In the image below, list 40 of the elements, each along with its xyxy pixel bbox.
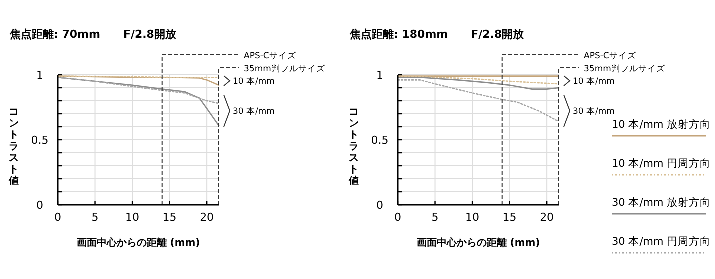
x-tick-label: 0: [394, 211, 402, 224]
x-tick-label: 20: [540, 211, 554, 224]
text: 10 本/mm 放射方向: [612, 118, 712, 131]
text: 30 本/mm 放射方向: [612, 196, 712, 209]
y-axis-title: コントラスト値: [8, 107, 19, 187]
ref-line-label: 35mm判フルサイズ: [584, 64, 666, 74]
text: 10 本/mm: [573, 76, 615, 87]
x-axis-title: 画面中心からの距離 (mm): [76, 237, 200, 249]
x-tick-label: 10: [466, 211, 480, 224]
line-series: [57, 76, 220, 86]
chart-title: 焦点距離: 180mm F/2.8開放: [349, 28, 526, 41]
x-tick-label: 20: [200, 211, 214, 224]
ref-line-label: APS-Cサイズ: [244, 50, 298, 62]
line-series: [57, 76, 220, 104]
x-tick-label: 15: [162, 211, 177, 224]
text: 30 本/mm: [233, 106, 275, 117]
y-tick-label: 0: [376, 198, 384, 212]
chart-title: 焦点距離: 70mm F/2.8開放: [9, 28, 178, 41]
x-tick-label: 10: [126, 211, 140, 224]
x-tick-label: 0: [54, 211, 62, 224]
text: 10 本/mm: [233, 76, 275, 87]
x-tick-label: 15: [502, 211, 517, 224]
line-series: [57, 76, 220, 126]
line-series: [397, 76, 560, 90]
y-tick-label: 0.5: [371, 134, 389, 147]
text: 30 本/mm 円周方向: [612, 235, 712, 248]
y-tick-label: 0.5: [31, 134, 49, 147]
line-series: [397, 80, 560, 122]
x-tick-label: 5: [92, 211, 99, 224]
text: 30 本/mm: [573, 106, 615, 117]
ref-line-label: 35mm判フルサイズ: [244, 64, 326, 74]
y-tick-label: 1: [376, 68, 384, 82]
x-tick-label: 5: [432, 211, 439, 224]
text: 10 本/mm 円周方向: [612, 157, 712, 170]
y-axis-title: コントラスト値: [348, 107, 359, 187]
line-series: [397, 76, 560, 85]
x-axis-title: 画面中心からの距離 (mm): [416, 237, 540, 249]
ref-line-label: APS-Cサイズ: [584, 50, 638, 62]
y-tick-label: 1: [36, 68, 44, 82]
y-tick-label: 0: [36, 198, 44, 212]
